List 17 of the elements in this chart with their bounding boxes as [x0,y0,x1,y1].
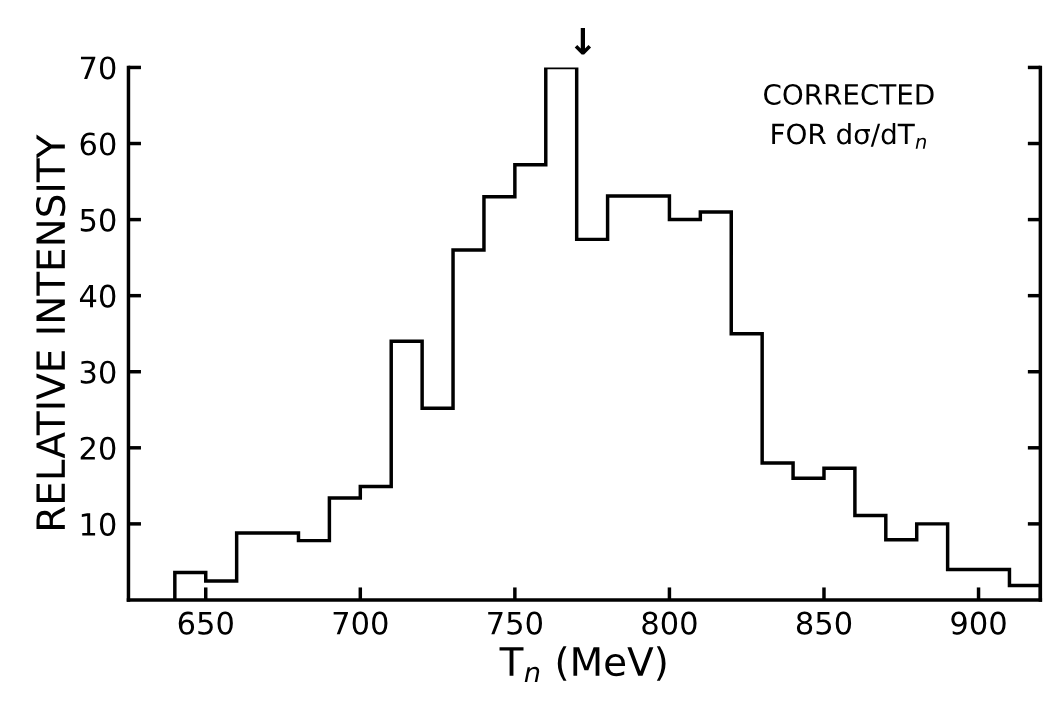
x-tick-label: 700 [333,611,388,635]
annotation: CORRECTED FOR dσ/dT$_{n}$ [764,83,934,149]
y-tick-label: 30 [80,360,116,384]
y-tick-label: 10 [81,512,116,536]
y-tick-label: 20 [80,436,116,460]
x-tick-label: 900 [951,611,1006,635]
x-axis-title: T$_{n}$ (MeV) [499,646,666,683]
x-tick-label: 750 [488,611,542,635]
y-tick-label: 60 [80,132,116,156]
x-tick-label: 650 [178,611,233,635]
y-tick-label: 50 [80,208,116,232]
y-tick-label: 70 [80,56,116,80]
x-tick-label: 850 [796,611,852,635]
y-tick-label: 40 [79,284,116,308]
y-axis-title: RELATIVE INTENSITY [35,134,66,529]
x-tick-label: 800 [642,611,697,635]
annotation: ↓ [574,28,592,55]
